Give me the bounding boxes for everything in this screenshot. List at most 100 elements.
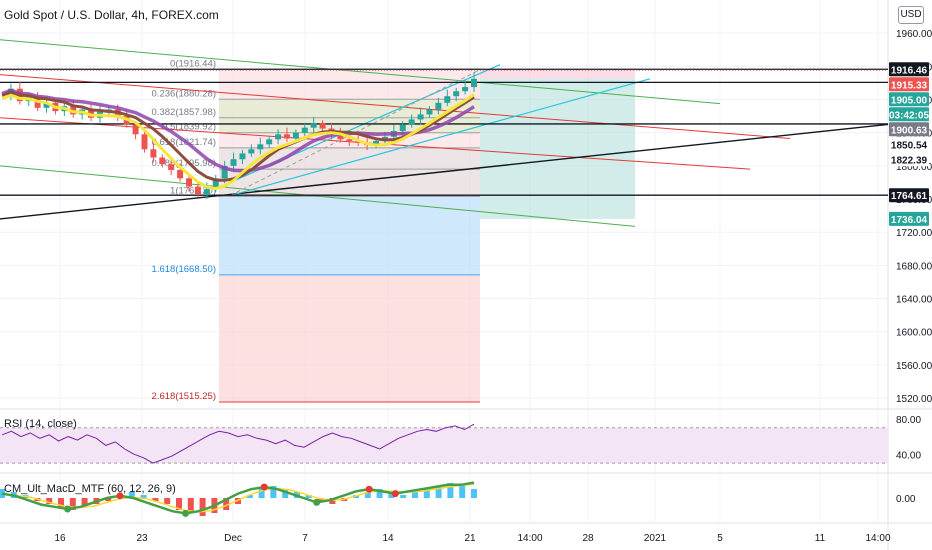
price-label-text: 1900.63 — [891, 125, 928, 136]
time-tick-label: 23 — [136, 533, 148, 544]
fib-zone-blue — [219, 196, 480, 275]
macd-bar — [364, 492, 371, 498]
macd-bar — [305, 495, 312, 498]
candle — [462, 82, 469, 95]
price-label-badge: 1764.61 — [889, 188, 929, 203]
candle-body — [43, 102, 50, 108]
time-tick-label: 14:00 — [517, 533, 542, 544]
rsi-label[interactable]: RSI (14, close) — [4, 418, 77, 430]
candle-body — [310, 123, 317, 128]
time-axis: 16 23 Dec 7 14 21 14:00 28 2021 5 11 14:00 — [54, 533, 891, 544]
candle-body — [230, 159, 237, 166]
candle-body — [346, 139, 353, 141]
price-label-bg — [889, 62, 929, 77]
macd-bar — [388, 492, 395, 498]
macd-bar — [423, 489, 430, 498]
currency-badge[interactable]: USD — [898, 6, 924, 24]
candle — [417, 107, 424, 125]
candle — [194, 181, 201, 198]
time-tick-label: 7 — [302, 533, 308, 544]
price-tick-label: 1960.00 — [896, 29, 932, 40]
long-target-zone — [480, 78, 635, 219]
time-tick-label: 16 — [54, 533, 66, 544]
candle-body — [471, 78, 477, 88]
price-tick-label: 1640.00 — [896, 295, 932, 306]
price-tick-label: 1680.00 — [896, 261, 932, 272]
macd-bar — [270, 486, 277, 498]
price-label-bg — [889, 211, 929, 226]
macd-bar — [105, 498, 112, 501]
candle — [453, 87, 460, 102]
candle — [168, 159, 175, 175]
time-tick-label: 14:00 — [865, 533, 890, 544]
macd-bar — [152, 498, 159, 501]
fib-level-label: 0.5(1839.92) — [162, 122, 216, 133]
candle-body — [373, 140, 380, 146]
candle — [301, 122, 308, 136]
fib-zone-lower — [219, 274, 480, 402]
macd-cross-dot — [64, 505, 72, 513]
long-stop-zone — [480, 69, 635, 79]
rsi-band — [0, 427, 888, 464]
candle — [230, 152, 237, 170]
macd-bar — [164, 498, 171, 504]
macd-bar — [58, 498, 64, 507]
candle-body — [453, 91, 460, 97]
candle-body — [408, 119, 415, 125]
time-tick-label: Dec — [224, 533, 242, 544]
price-label-text: 1850.54 — [891, 140, 928, 151]
macd-cross-dot — [391, 490, 399, 498]
candle — [248, 144, 255, 157]
candle — [283, 127, 290, 142]
candle — [444, 89, 451, 107]
macd-cross-dot — [260, 483, 268, 491]
rsi-line — [1, 423, 475, 464]
candle-body — [462, 87, 469, 92]
fib-level-label: 0.236(1880.28) — [152, 88, 216, 99]
candle-body — [399, 124, 406, 132]
moving-average-yellow — [1, 93, 475, 191]
macd-bar — [459, 486, 466, 498]
macd-bar — [176, 498, 182, 510]
price-label-bg — [889, 107, 929, 122]
candle-body — [159, 157, 166, 165]
macd-cross-dot — [182, 509, 190, 517]
macd-bar — [223, 498, 230, 510]
chart-title: Gold Spot / U.S. Dollar, 4h, FOREX.com — [4, 8, 219, 22]
macd-bar — [412, 492, 418, 498]
candle-body — [141, 134, 148, 150]
price-label-badge: 1736.04 — [889, 211, 929, 226]
candle-body — [212, 178, 219, 190]
macd-tick-label: 0.00 — [896, 494, 916, 505]
macd-bar — [329, 498, 336, 504]
price-label-text: 1736.04 — [891, 215, 928, 226]
candle-body — [275, 134, 282, 140]
macd-bar — [128, 492, 135, 498]
candle-body — [319, 123, 326, 129]
candle-body — [435, 102, 442, 110]
macd-bar — [81, 498, 88, 507]
candle — [257, 137, 264, 155]
candle — [426, 106, 433, 118]
macd-cross-dot — [116, 492, 124, 500]
price-label-bg — [889, 188, 929, 203]
channel-line-cyan — [229, 78, 651, 197]
candle — [186, 174, 193, 192]
time-tick-label: 2021 — [644, 533, 667, 544]
candle — [435, 97, 442, 115]
price-label-text: 03:42:05 — [889, 110, 929, 121]
macd-bar — [376, 489, 383, 498]
candle — [319, 120, 326, 132]
candle — [159, 154, 166, 168]
price-tick-label: 1720.00 — [896, 228, 932, 239]
price-label-badge: 1905.00 — [889, 92, 929, 107]
candle-body — [417, 114, 424, 120]
macd-label[interactable]: CM_Ult_MacD_MTF (60, 12, 26, 9) — [4, 483, 176, 495]
price-label-badge: 1916.46 — [889, 62, 929, 76]
candle — [310, 116, 317, 133]
candle-body — [203, 189, 210, 195]
trend-lines — [0, 39, 889, 227]
price-label-text: 1764.61 — [891, 191, 928, 202]
candle — [471, 72, 477, 93]
